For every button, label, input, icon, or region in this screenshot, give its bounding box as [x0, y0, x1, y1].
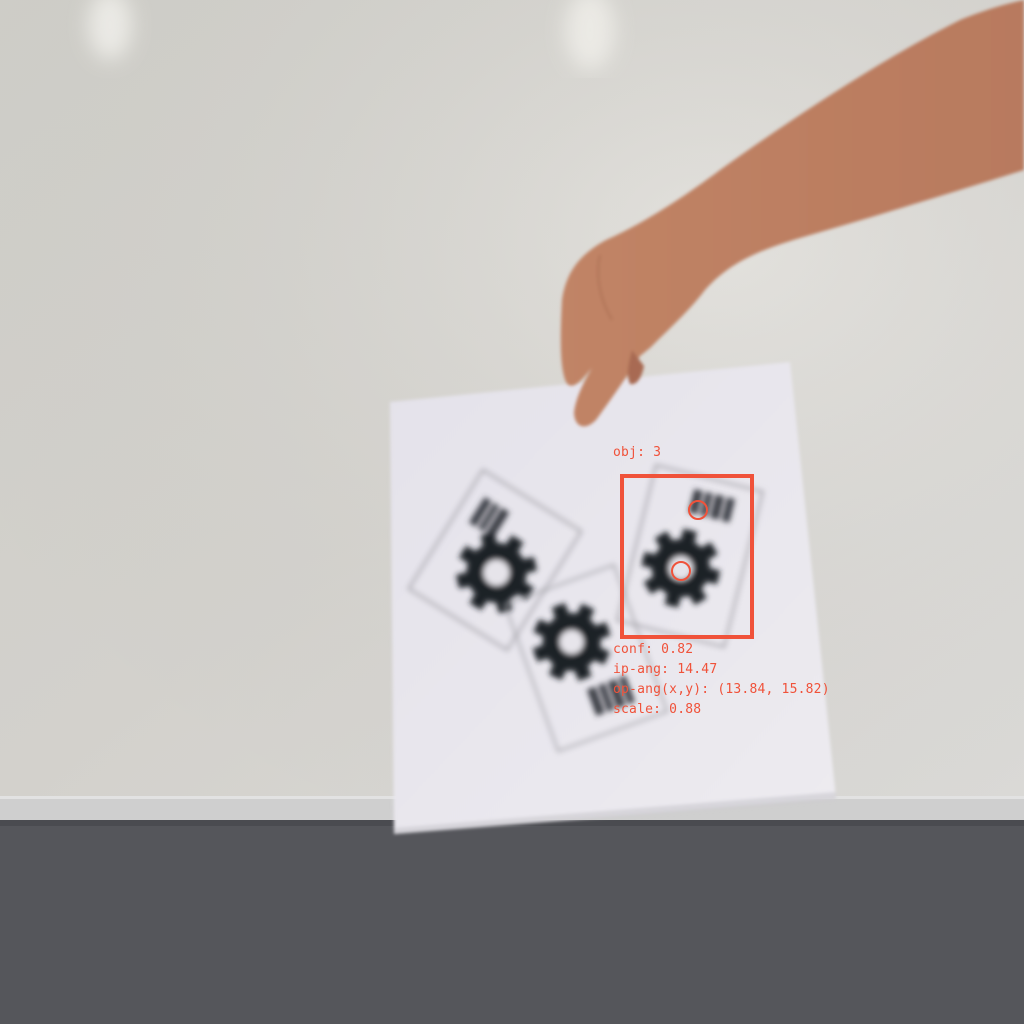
barcode-icon: [586, 675, 635, 716]
detection-scale-label: scale: 0.88: [613, 702, 702, 717]
paper-sheet: [390, 362, 836, 834]
detection-conf-label: conf: 0.82: [613, 642, 694, 657]
detection-overlay: [620, 474, 754, 639]
marker-left: [407, 468, 583, 652]
gear-icon: [455, 532, 538, 614]
bounding-box: [620, 474, 754, 639]
detection-obj-label: obj: 3: [613, 445, 662, 460]
center-keypoint: [671, 561, 691, 581]
detection-ip-angle-label: ip-ang: 14.47: [613, 662, 718, 677]
detection-op-angle-label: op-ang(x,y): (13.84, 15.82): [613, 682, 830, 697]
marker-bottom: [503, 563, 669, 753]
gear-icon: [532, 602, 611, 681]
barcode-keypoint: [688, 500, 708, 520]
barcode-icon: [468, 497, 510, 538]
glare: [88, 0, 615, 70]
hand: [560, 0, 1024, 427]
gear-icon: [641, 528, 721, 608]
floor: [0, 820, 1024, 1024]
marker-right: [616, 463, 764, 649]
